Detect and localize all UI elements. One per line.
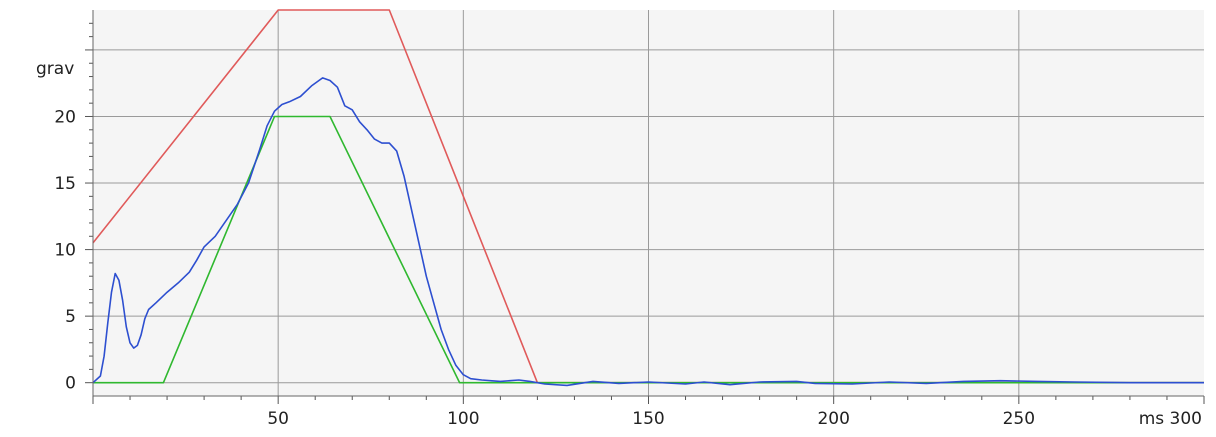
y-tick-label: 15	[54, 174, 76, 194]
y-tick-label: 0	[65, 374, 76, 394]
series-layer	[92, 9, 1204, 387]
y-tick-label: 20	[54, 107, 76, 127]
x-tick-label: 250	[1003, 409, 1035, 429]
x-tick-label: 100	[447, 409, 479, 429]
y-tick-label: 10	[54, 241, 76, 261]
x-tick-label: 50	[267, 409, 289, 429]
grid-lines	[93, 10, 1204, 396]
y-tick-label: 5	[65, 307, 76, 327]
x-tick-label: 200	[817, 409, 849, 429]
axes: 50 100 150 200 250 ms 300 0 5 10 15 20	[54, 10, 1205, 429]
y-axis-label: grav	[36, 59, 74, 79]
x-tick-label: ms 300	[1139, 409, 1202, 429]
x-tick-label: 150	[632, 409, 664, 429]
series-line-measured	[92, 77, 1204, 387]
